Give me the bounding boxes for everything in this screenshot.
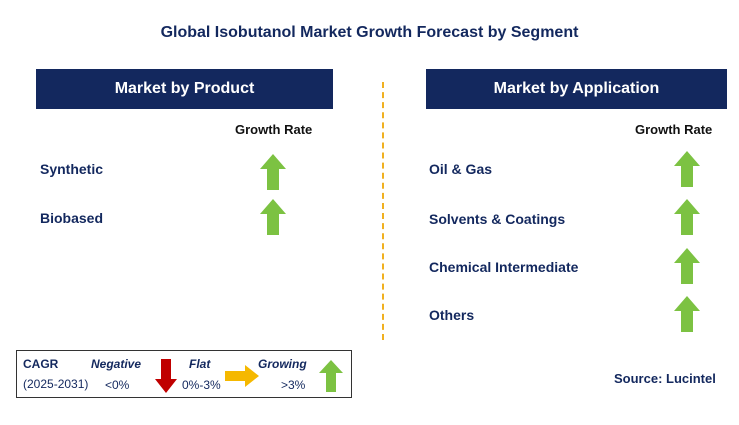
product-growth-rate-label: Growth Rate [235,122,313,137]
product-row-biobased-label: Biobased [40,210,104,226]
legend-flat-range: 0%-3% [182,378,221,392]
cagr-legend: CAGR (2025-2031) Negative <0% Flat 0%-3%… [16,350,352,398]
application-panel-header: Market by Application [426,69,727,109]
application-row-chemical-label: Chemical Intermediate [429,259,579,275]
up-arrow-icon [674,151,700,187]
application-row-solvents-label: Solvents & Coatings [429,211,566,227]
up-arrow-icon [260,154,286,190]
application-row-oil-gas-label: Oil & Gas [429,161,493,177]
product-panel-header: Market by Product [36,69,333,109]
down-arrow-icon [155,359,177,393]
legend-negative-label: Negative [91,357,142,371]
legend-growing-label: Growing [258,357,307,371]
up-arrow-icon [674,296,700,332]
application-row-others-label: Others [429,307,475,323]
up-arrow-icon [674,248,700,284]
legend-period: (2025-2031) [23,377,89,391]
source-label: Source: Lucintel [614,371,716,386]
legend-cagr-label: CAGR [23,357,59,371]
panel-divider [382,82,384,340]
up-arrow-icon [674,199,700,235]
diagram-title: Global Isobutanol Market Growth Forecast… [160,24,579,41]
application-growth-rate-label: Growth Rate [635,122,713,137]
legend-flat-label: Flat [189,357,211,371]
legend-growing-range: >3% [281,378,306,392]
up-arrow-icon [319,360,343,392]
up-arrow-icon [260,199,286,235]
legend-negative-range: <0% [105,378,130,392]
right-arrow-icon [225,365,259,387]
product-row-synthetic-label: Synthetic [40,161,104,177]
